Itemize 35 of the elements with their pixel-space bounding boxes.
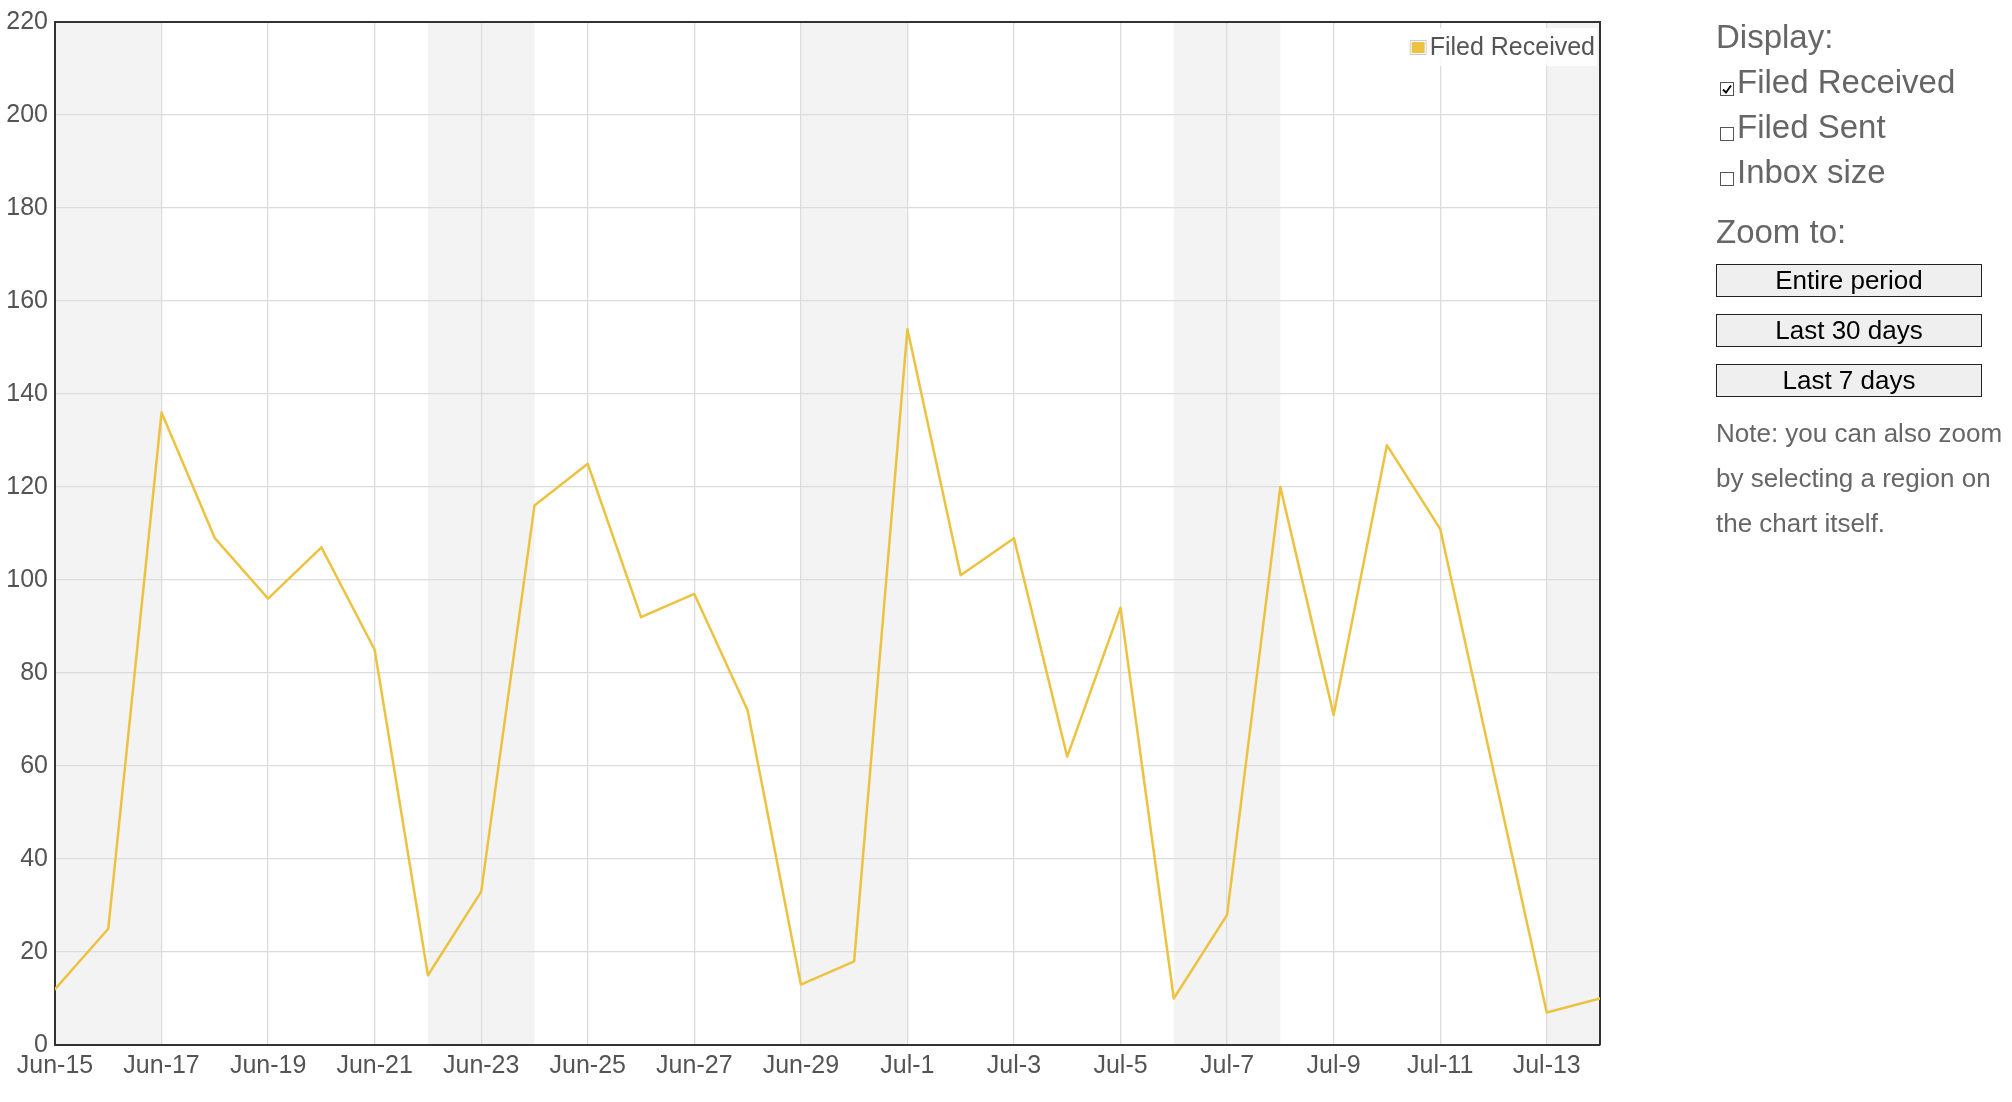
x-tick-label: Jun-21	[336, 1049, 413, 1078]
y-tick-label: 80	[20, 656, 48, 685]
y-tick-label: 20	[20, 935, 48, 964]
x-tick-label: Jul-1	[880, 1049, 935, 1078]
y-tick-label: 200	[6, 98, 48, 127]
y-tick-label: 120	[6, 470, 48, 499]
y-tick-label: 220	[6, 5, 48, 34]
text: Display:	[1716, 17, 1835, 57]
y-tick-label: 180	[6, 191, 48, 220]
text: Filed Sent	[1737, 107, 1886, 147]
text: Inbox size	[1737, 152, 1886, 192]
x-tick-label: Jul-11	[1407, 1049, 1474, 1078]
x-tick-label: Jun-25	[549, 1049, 626, 1078]
y-tick-label: 100	[6, 563, 48, 592]
x-tick-label: Jul-3	[986, 1049, 1042, 1078]
x-tick-label: Jul-13	[1512, 1049, 1581, 1078]
x-tick-label: Jun-17	[123, 1049, 200, 1078]
text: Zoom to:	[1716, 212, 1848, 252]
x-tick-label: Jun-23	[442, 1049, 520, 1078]
y-tick-label: 140	[6, 377, 48, 406]
x-tick-label: Jul-9	[1306, 1049, 1361, 1078]
button: Last 30 days	[1716, 314, 1982, 347]
text: Note: you can also zoom by selecting a region on the chart itself.	[1716, 417, 2004, 540]
x-tick-label: Jun-27	[656, 1049, 733, 1078]
x-tick-label: Jul-7	[1199, 1049, 1255, 1078]
x-tick-label: Jul-5	[1093, 1049, 1148, 1078]
button: Entire period	[1716, 264, 1982, 297]
text: Filed Received	[1737, 62, 1956, 102]
x-tick-label: Jun-19	[229, 1049, 307, 1078]
y-tick-label: 60	[20, 749, 48, 778]
button: Last 7 days	[1716, 364, 1982, 397]
y-tick-label: 160	[6, 284, 48, 313]
y-tick-label: 40	[20, 842, 48, 871]
x-tick-label: Jun-29	[762, 1049, 840, 1078]
legend-label: Filed Received	[1429, 31, 1595, 60]
